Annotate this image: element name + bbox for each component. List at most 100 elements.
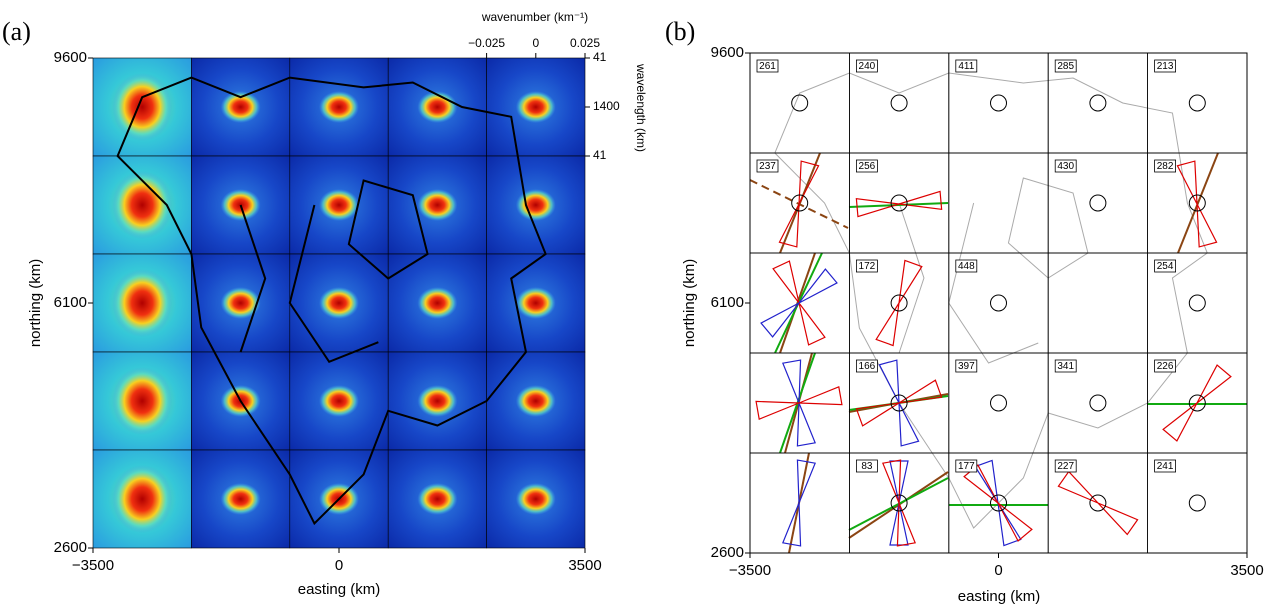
spectrum-peak	[319, 189, 359, 221]
rose	[875, 259, 923, 347]
coherence-circle	[1188, 294, 1206, 312]
x-axis-label: easting (km)	[298, 581, 381, 598]
cell-label-box	[955, 59, 978, 73]
spectrum-peak	[515, 287, 556, 319]
spectrum-peak	[112, 367, 173, 435]
spectrum-peak	[515, 189, 556, 221]
cell-label-box	[856, 59, 878, 73]
coherence-circle	[890, 294, 908, 312]
spectrum-peak	[515, 385, 556, 417]
coherence-circle	[791, 194, 809, 212]
panel-label: (a)	[2, 17, 31, 46]
xticks-label: 3500	[1230, 562, 1263, 579]
cell-label-box	[856, 359, 878, 373]
x2ticks-label: 0	[532, 36, 539, 50]
spectrum-peak	[112, 171, 173, 239]
cell-label: 240	[859, 61, 876, 72]
coherence-circle	[791, 94, 809, 112]
spectrum-peak	[112, 73, 173, 141]
yticks-label: 9600	[711, 44, 744, 61]
cell-label: 261	[759, 61, 776, 72]
plot-frame	[749, 52, 1248, 554]
spectrum-peak	[417, 385, 458, 417]
yticks-label: 6100	[711, 294, 744, 311]
cell-label-box	[955, 359, 978, 373]
cell-label-box	[1054, 59, 1077, 73]
cell-label: 172	[859, 261, 876, 272]
cell-label: 411	[958, 61, 974, 72]
rose	[855, 379, 943, 427]
y-axis-label: northing (km)	[681, 259, 698, 347]
coherence-circle	[890, 494, 908, 512]
x-axis-label: easting (km)	[958, 588, 1041, 605]
grid-cell	[948, 152, 1049, 254]
cell-label-box	[1054, 159, 1077, 173]
rose	[963, 464, 1033, 542]
coherence-circle	[1188, 494, 1206, 512]
coherence-circle	[1188, 194, 1206, 212]
coherence-circle	[1188, 394, 1206, 412]
coherence-circle	[990, 394, 1007, 412]
cell-label: 241	[1157, 461, 1174, 472]
trend-line	[848, 202, 949, 208]
cell-label: 166	[859, 361, 876, 372]
coherence-circle	[1089, 194, 1107, 212]
cell-label-box	[955, 259, 978, 273]
y-axis-label: northing (km)	[27, 259, 44, 347]
cell-label: 430	[1057, 161, 1074, 172]
cell-label: 254	[1157, 261, 1174, 272]
xticks-label: 3500	[568, 557, 601, 574]
cell-label-box	[756, 59, 779, 73]
cell-label-box	[1054, 359, 1077, 373]
cell-label-box	[1154, 359, 1176, 373]
grid-cell	[1047, 252, 1148, 354]
cell-label-box	[955, 459, 978, 473]
cell-label: 341	[1057, 361, 1074, 372]
cell-label-box	[1154, 159, 1176, 173]
coherence-circle	[1089, 94, 1107, 112]
spectrum-peak	[220, 483, 261, 515]
grid-cell	[1147, 452, 1248, 554]
cell-label-box	[1154, 259, 1176, 273]
spectrum-peak	[417, 189, 458, 221]
cell-label-box	[1054, 459, 1077, 473]
cell-label: 83	[861, 461, 873, 472]
xticks-label: −3500	[729, 562, 771, 579]
cell-label: 448	[958, 261, 975, 272]
cell-label: 213	[1157, 61, 1174, 72]
cell-label: 282	[1157, 161, 1174, 172]
coherence-circle	[1089, 394, 1107, 412]
cell-label-box	[856, 259, 878, 273]
cell-label-box	[856, 159, 878, 173]
rose	[882, 459, 916, 547]
rose	[782, 459, 816, 547]
tile-border	[486, 449, 586, 549]
rose	[1057, 470, 1139, 536]
spectrum-peak	[417, 483, 458, 515]
coherence-circle	[990, 494, 1007, 512]
rose	[778, 160, 820, 248]
cell-label-box	[856, 459, 878, 473]
cell-label-box	[756, 159, 779, 173]
spectrum-peak	[319, 385, 359, 417]
cell-label: 226	[1157, 361, 1174, 372]
spectra	[92, 57, 586, 549]
trend-line	[1177, 152, 1219, 254]
cell-label: 285	[1057, 61, 1074, 72]
cell-label-box	[1154, 59, 1176, 73]
spectrum-peak	[220, 91, 261, 123]
cell-label-box	[1154, 459, 1176, 473]
rose	[1176, 160, 1218, 248]
xticks-label: 0	[994, 562, 1002, 579]
cell-label: 237	[759, 161, 776, 172]
cell-label: 227	[1057, 461, 1074, 472]
yticks-label: 9600	[54, 49, 87, 66]
coherence-circle	[1089, 494, 1107, 512]
coherence-circle	[1188, 94, 1206, 112]
coherence-circle	[890, 394, 908, 412]
y2ticks-label: 1400	[593, 99, 620, 113]
coherence-circle	[990, 94, 1007, 112]
y2ticks-label: 41	[593, 148, 607, 162]
